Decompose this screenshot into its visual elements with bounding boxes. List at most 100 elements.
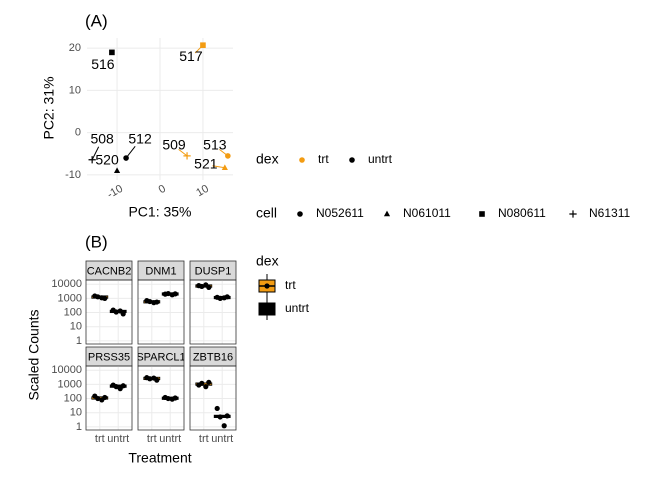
point: [120, 383, 126, 389]
legend-label: trt: [318, 152, 329, 166]
legend-label: untrt: [285, 301, 310, 315]
point: [147, 376, 153, 382]
point: [154, 377, 160, 383]
point-label: 513: [203, 137, 227, 153]
x-tick-label: 0: [157, 183, 168, 196]
point: [95, 395, 101, 402]
point: [172, 395, 178, 401]
point: [217, 414, 223, 420]
strip-label: SPARCL1: [136, 351, 185, 363]
legend-key: [264, 283, 270, 289]
y-tick-label: -10: [65, 169, 81, 181]
strip-label: ZBTB16: [193, 351, 233, 363]
legend-key: [349, 157, 355, 163]
legend-label: trt: [285, 278, 296, 292]
legend-label: N61311: [589, 206, 630, 220]
point: [224, 294, 230, 300]
strip-label: DUSP1: [195, 265, 232, 277]
y-tick-label: 100: [64, 392, 82, 404]
y-axis-title: PC2: 31%: [41, 76, 57, 139]
y-tick-label: 1000: [58, 292, 82, 304]
point: [147, 298, 153, 305]
point: [224, 413, 230, 419]
point-label: 516: [91, 56, 115, 72]
legend-key: [383, 210, 391, 217]
legend-key: [479, 211, 485, 217]
panel: [190, 366, 236, 430]
point: [221, 423, 227, 429]
legend-label: untrt: [368, 152, 393, 166]
point: [102, 295, 108, 302]
x-tick-label: untrt: [211, 433, 233, 445]
point-label: 512: [128, 131, 152, 147]
y-tick-label: 10: [70, 321, 82, 333]
y-tick-label: 10: [69, 84, 81, 96]
point: [154, 299, 160, 305]
point: [214, 405, 220, 412]
point: [217, 295, 223, 302]
x-tick-label: untrt: [159, 433, 181, 445]
point: [221, 164, 228, 170]
point: [199, 283, 205, 290]
point: [183, 152, 191, 160]
point: [203, 384, 209, 390]
point: [199, 380, 205, 386]
legend-label: N061011: [403, 206, 451, 220]
y-tick-label: 10000: [51, 278, 82, 290]
x-axis-title: PC1: 35%: [128, 204, 191, 220]
label-leader: [125, 146, 136, 159]
point-label: 520: [95, 151, 119, 167]
legend-key: [569, 210, 577, 218]
panel-a-tag: (A): [85, 11, 108, 30]
label-leader: [178, 149, 188, 157]
y-tick-label: 1: [76, 335, 82, 347]
point: [113, 384, 119, 390]
x-tick-label: trt: [95, 433, 105, 445]
point: [95, 294, 101, 300]
y-tick-label: 10000: [51, 364, 82, 376]
panel-border: [189, 279, 237, 345]
legend-key: [299, 157, 305, 163]
x-tick-label: trt: [199, 433, 209, 445]
panel-border: [85, 365, 133, 431]
point: [165, 290, 171, 297]
legend-label: N080611: [498, 206, 546, 220]
panel-border: [137, 279, 185, 345]
legend-key: [297, 211, 303, 217]
label-leader: [194, 44, 204, 54]
label-leader: [212, 165, 225, 169]
point: [113, 167, 121, 173]
point: [206, 284, 212, 290]
point: [165, 395, 171, 402]
y-tick-label: 1: [76, 421, 82, 433]
y-tick-label: 100: [64, 306, 82, 318]
label-leader: [91, 146, 100, 160]
point-label: 509: [162, 137, 186, 153]
panel-border: [189, 365, 237, 431]
label-leader: [219, 149, 229, 157]
y-axis-title: Scaled Counts: [26, 309, 42, 400]
strip-label: PRSS35: [88, 351, 130, 363]
panel-border: [137, 365, 185, 431]
x-tick-label: -10: [105, 183, 125, 201]
legend-label: N052611: [316, 206, 364, 220]
x-tick-label: trt: [147, 433, 157, 445]
point: [206, 379, 212, 385]
point: [172, 291, 178, 297]
point-label: 517: [179, 48, 203, 64]
panel-border: [85, 279, 133, 345]
panel-b-tag: (B): [85, 232, 108, 251]
y-tick-label: 10: [70, 407, 82, 419]
legend-key: [264, 306, 270, 312]
legend-title: dex: [256, 151, 279, 167]
legend-title: cell: [256, 205, 277, 221]
strip-label: CACNB2: [87, 265, 132, 277]
point-label: 521: [194, 155, 218, 171]
x-tick-label: 10: [194, 183, 211, 200]
panel: [190, 280, 236, 344]
point: [113, 309, 119, 315]
point-label: 508: [90, 130, 114, 146]
x-axis-title: Treatment: [128, 450, 191, 466]
strip-label: DNM1: [145, 265, 176, 277]
